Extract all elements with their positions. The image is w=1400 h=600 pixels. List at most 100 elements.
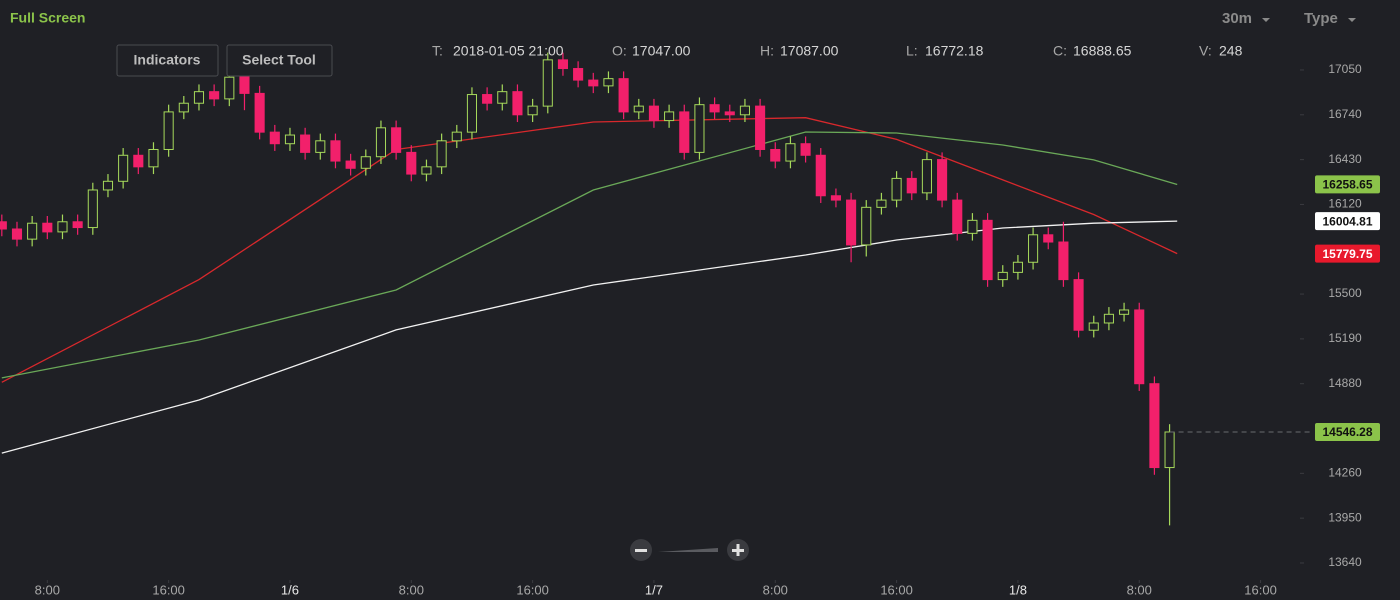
select-tool-button[interactable] — [226, 44, 333, 77]
candle-body — [512, 91, 523, 116]
candle-body — [679, 111, 690, 153]
price-label: 15779.75 — [1322, 247, 1372, 261]
y-tick-label: 13950 — [1328, 510, 1362, 524]
candle-body — [163, 111, 174, 150]
candle-body — [375, 127, 387, 158]
price-label-box — [1315, 175, 1380, 194]
y-tick-label: 16120 — [1328, 197, 1362, 211]
moving-average — [1, 117, 1178, 383]
candle-body — [72, 221, 83, 229]
plus-icon — [736, 544, 740, 556]
candle-body — [482, 94, 493, 104]
candle-body — [982, 219, 993, 281]
candle-body — [1073, 279, 1084, 331]
info-label: L: — [906, 43, 918, 59]
candle-body — [133, 154, 144, 168]
candle-body — [421, 166, 432, 175]
y-tick-label: 16430 — [1328, 152, 1362, 166]
candle-body — [497, 91, 508, 104]
candle-body — [300, 134, 311, 153]
button-label: Select Tool — [242, 52, 316, 68]
candle-body — [315, 140, 326, 153]
dropdown-arrow — [1348, 18, 1356, 22]
candle-body — [57, 221, 68, 233]
candle-body — [391, 127, 402, 153]
candle-body — [618, 78, 629, 113]
candle-body — [573, 68, 584, 81]
candle-body — [891, 177, 902, 201]
minus-icon — [635, 549, 647, 552]
candle-body — [724, 111, 735, 116]
candle-body — [906, 177, 917, 194]
x-tick-label: 16:00 — [1244, 582, 1277, 597]
info-value: 248 — [1219, 43, 1243, 59]
x-tick-label: 8:00 — [35, 582, 60, 597]
info-label: O: — [612, 43, 627, 59]
candle-body — [1103, 313, 1114, 324]
candle-body — [648, 105, 659, 122]
candle-body — [785, 143, 796, 162]
x-tick-label: 16:00 — [880, 582, 913, 597]
candle-body — [1134, 309, 1145, 385]
candle-body — [451, 131, 462, 142]
candle-body — [800, 143, 811, 156]
zoom-slider[interactable] — [658, 548, 718, 552]
candle-body — [527, 105, 538, 116]
info-value: 16772.18 — [925, 43, 984, 59]
interval-menu[interactable]: 30m — [1222, 10, 1252, 27]
candle-body — [466, 94, 478, 133]
candle-body — [739, 105, 750, 116]
candle-body — [1043, 234, 1054, 243]
x-tick-label: 8:00 — [1127, 582, 1152, 597]
x-tick-label: 1/8 — [1009, 582, 1027, 597]
candle-body — [102, 180, 114, 191]
candle-body — [436, 140, 447, 168]
candle-body — [254, 92, 265, 133]
x-tick-label: 16:00 — [516, 582, 549, 597]
candle-body — [330, 140, 341, 162]
y-tick-label: 14260 — [1328, 466, 1362, 480]
full-screen-button[interactable]: Full Screen — [10, 10, 85, 26]
candle-body — [861, 206, 872, 246]
candle-body — [1012, 261, 1023, 273]
candle-body — [209, 91, 220, 100]
candle-body — [952, 199, 963, 234]
dropdown-arrow — [1262, 18, 1270, 22]
info-value: 17087.00 — [780, 43, 839, 59]
candle-body — [937, 159, 948, 201]
type-menu[interactable]: Type — [1304, 10, 1338, 27]
price-label: 14546.28 — [1322, 425, 1372, 439]
x-tick-label: 8:00 — [399, 582, 424, 597]
price-label-box — [1315, 212, 1380, 231]
info-label: C: — [1053, 43, 1067, 59]
candle-body — [997, 271, 1008, 281]
candle-body — [830, 195, 841, 201]
y-tick-label: 16740 — [1328, 107, 1362, 121]
y-tick-label: 13640 — [1328, 555, 1362, 569]
candle-body — [876, 199, 887, 208]
candle-body — [360, 156, 371, 169]
candle-body — [1149, 383, 1160, 469]
indicators-button[interactable] — [116, 44, 219, 77]
candle-body — [118, 154, 129, 182]
candle-body — [815, 154, 826, 197]
candle-body — [967, 219, 978, 234]
info-label: T: — [432, 43, 443, 59]
candle-body — [345, 160, 356, 169]
price-label: 16258.65 — [1322, 178, 1372, 192]
y-tick-label: 17050 — [1328, 62, 1362, 76]
candle-body — [770, 148, 781, 162]
plot-area — [0, 52, 1178, 526]
zoom-control — [630, 539, 749, 561]
candle-body — [921, 159, 932, 194]
candle-body — [269, 131, 280, 145]
candle-body — [148, 148, 159, 168]
candle-body — [633, 105, 644, 113]
candle-body — [1164, 431, 1175, 469]
candle-body — [603, 78, 614, 87]
candle-body — [193, 91, 205, 104]
candle-body — [755, 105, 766, 150]
